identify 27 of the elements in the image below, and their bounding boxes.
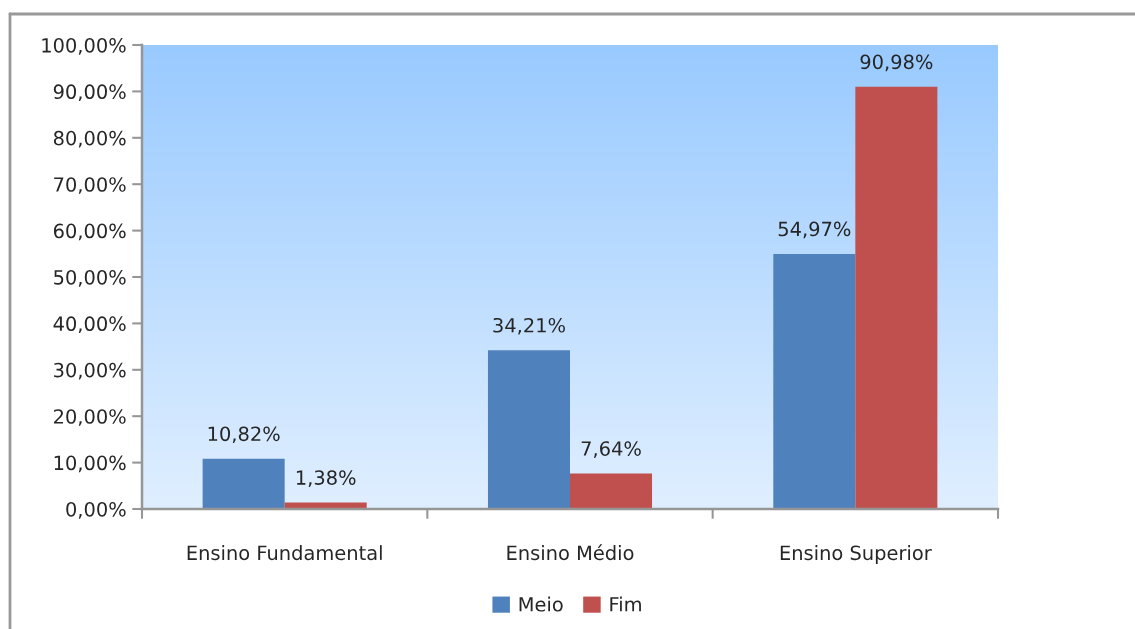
y-tick-label: 10,00% [54,455,126,473]
y-tick-label: 80,00% [53,130,126,148]
legend-label: Fim [610,596,641,612]
data-label: 10,82% [208,426,280,444]
x-tick-label: Ensino Superior [780,545,932,564]
y-tick-label: 100,00% [42,37,126,55]
data-label: 1,38% [296,470,356,487]
y-tick-label: 0,00% [66,501,126,519]
y-tick-label: 90,00% [53,84,126,102]
bar [773,253,856,509]
y-tick-label: 60,00% [53,223,126,241]
bar [202,458,285,509]
data-label: 34,21% [493,317,565,335]
y-tick-label: 20,00% [54,409,126,426]
y-tick-label: 30,00% [54,362,126,380]
data-label: 7,64% [581,441,641,458]
bar [570,473,653,509]
y-tick-label: 70,00% [54,177,126,194]
data-label: 54,97% [778,221,851,239]
y-tick-label: 50,00% [54,269,126,287]
x-tick-label: Ensino Médio [507,544,634,561]
bar [855,86,938,509]
y-tick-label: 40,00% [53,316,126,334]
bar [487,350,570,509]
x-tick-label: Ensino Fundamental [187,545,382,561]
legend-label: Meio [519,596,563,612]
data-label: 90,98% [860,54,933,72]
